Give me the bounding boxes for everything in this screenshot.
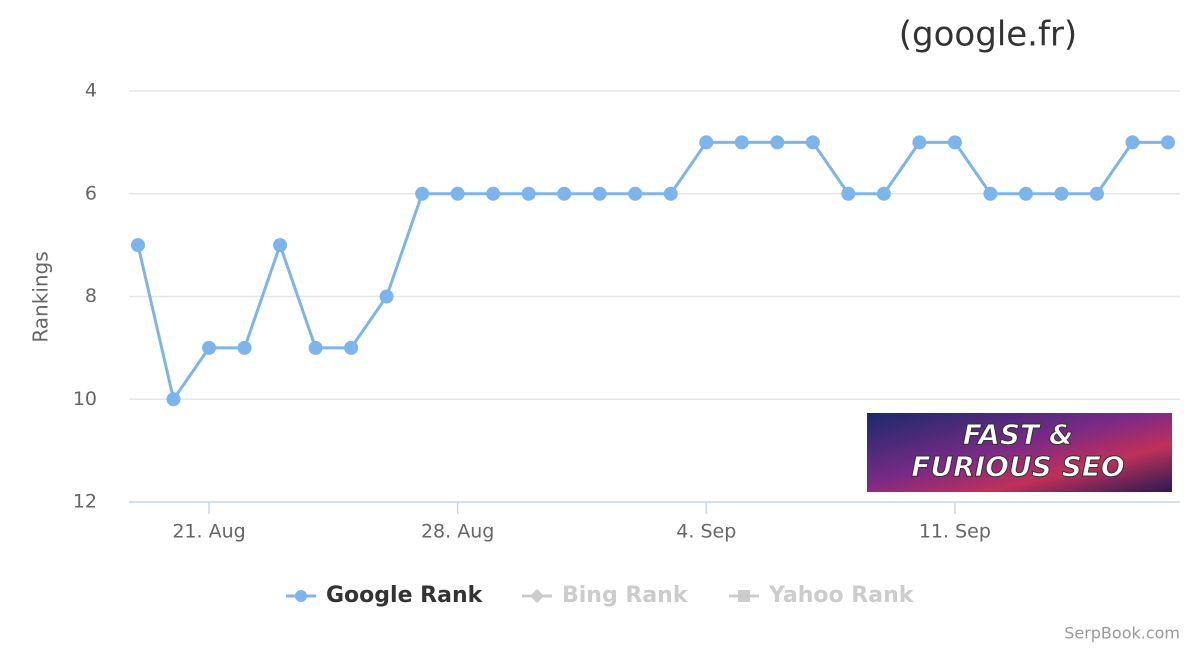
data-point: [1125, 135, 1140, 150]
data-point: [379, 289, 394, 304]
chart-title: (google.fr): [899, 15, 1077, 55]
logo-background: [867, 413, 1172, 492]
data-point: [557, 186, 572, 201]
data-point: [521, 186, 536, 201]
data-point: [308, 340, 323, 355]
data-point: [1161, 135, 1175, 150]
x-tick-label: 11. Sep: [919, 521, 991, 543]
data-point: [1018, 186, 1033, 201]
data-point: [841, 186, 856, 201]
data-point: [592, 186, 607, 201]
data-point: [166, 392, 181, 407]
data-point: [450, 186, 465, 201]
data-point: [237, 340, 252, 355]
data-point: [202, 340, 217, 355]
legend-item[interactable]: Bing Rank: [522, 583, 689, 608]
legend-label[interactable]: Bing Rank: [562, 583, 689, 608]
logo-text: FAST &: [963, 418, 1074, 451]
x-tick-label: 21. Aug: [172, 521, 245, 543]
legend-item[interactable]: Google Rank: [286, 583, 484, 608]
data-point: [876, 186, 891, 201]
data-point: [344, 340, 359, 355]
data-point: [699, 135, 714, 150]
series-line: [136, 140, 1168, 403]
data-point: [983, 186, 998, 201]
legend-label[interactable]: Google Rank: [326, 583, 484, 608]
logo-text: FURIOUS SEO: [911, 450, 1124, 483]
x-tick-label: 28. Aug: [421, 521, 494, 543]
legend-label[interactable]: Yahoo Rank: [768, 583, 915, 608]
y-tick-label: 8: [85, 285, 97, 307]
data-point: [770, 135, 785, 150]
data-point: [947, 135, 962, 150]
legend-symbol: [530, 589, 544, 603]
data-point: [1089, 186, 1104, 201]
data-point: [273, 238, 288, 253]
data-point: [663, 186, 678, 201]
data-point: [628, 186, 643, 201]
data-point: [734, 135, 749, 150]
data-point: [415, 186, 430, 201]
data-point: [131, 238, 145, 253]
y-axis-title: Rankings: [29, 251, 53, 342]
y-tick-label: 6: [85, 182, 97, 204]
y-tick-label: 12: [73, 491, 97, 513]
x-tick-label: 4. Sep: [676, 521, 736, 543]
credits: SerpBook.com: [1064, 624, 1180, 643]
data-point: [805, 135, 820, 150]
logo: FAST & FURIOUS SEO: [867, 413, 1172, 492]
y-tick-label: 4: [85, 80, 97, 102]
data-point: [1054, 186, 1069, 201]
legend-symbol: [738, 590, 750, 602]
data-point: [486, 186, 501, 201]
data-point: [912, 135, 927, 150]
y-tick-label: 10: [73, 388, 97, 410]
legend-item[interactable]: Yahoo Rank: [729, 583, 915, 608]
legend-symbol: [295, 590, 307, 602]
